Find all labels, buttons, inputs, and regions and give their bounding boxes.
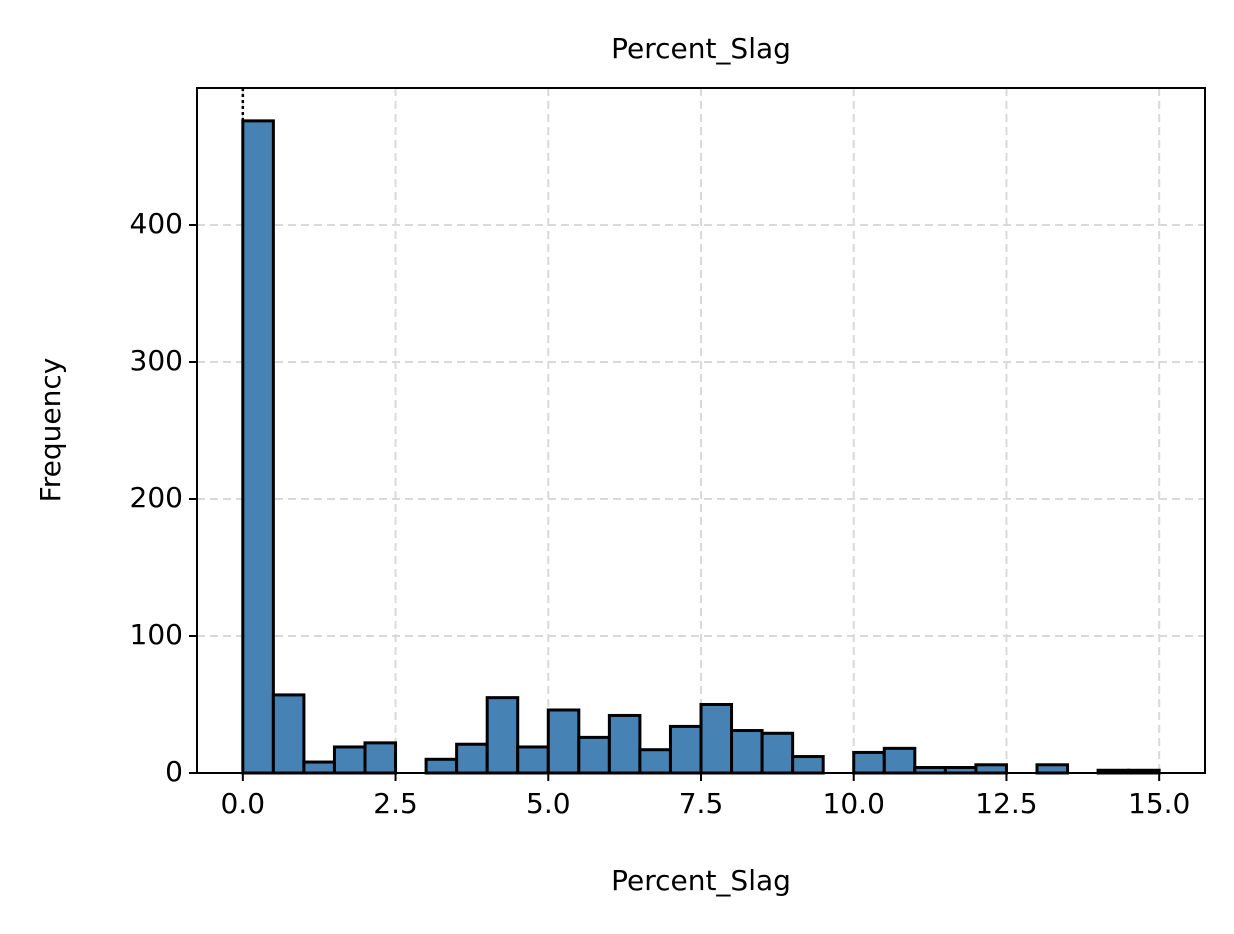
bar [852,750,886,775]
x-tick-label: 0.0 [221,787,266,820]
bar [974,763,1008,775]
bar [516,745,550,775]
bar [455,742,489,775]
bar [363,741,398,775]
bar [668,724,703,775]
bar [607,713,642,775]
x-tick-label: 7.5 [679,787,724,820]
bar [638,748,672,775]
bar [699,703,734,775]
chart-title: Percent_Slag [611,32,791,65]
bar [241,119,275,775]
y-tick-label: 300 [130,344,183,377]
bar [424,757,459,775]
bar [577,735,611,775]
bar [485,696,520,775]
x-tick-label: 10.0 [823,787,885,820]
bar [730,729,764,775]
plot-frame [196,87,1206,774]
y-tick-label: 200 [130,481,183,514]
x-tick-label: 5.0 [526,787,571,820]
bar [882,746,917,775]
bar [1035,763,1070,775]
bar [271,693,306,775]
y-tick-label: 0 [165,755,183,788]
y-tick-label: 100 [130,618,183,651]
x-tick-label: 12.5 [975,787,1037,820]
x-tick-label: 15.0 [1128,787,1190,820]
bar [332,745,367,775]
bar [546,708,581,775]
bar [791,755,825,775]
bar [760,731,795,775]
y-axis-label: Frequency [34,358,67,503]
y-tick-label: 400 [130,207,183,240]
x-axis-label: Percent_Slag [611,864,791,897]
x-tick-label: 2.5 [373,787,418,820]
bar [302,760,336,775]
